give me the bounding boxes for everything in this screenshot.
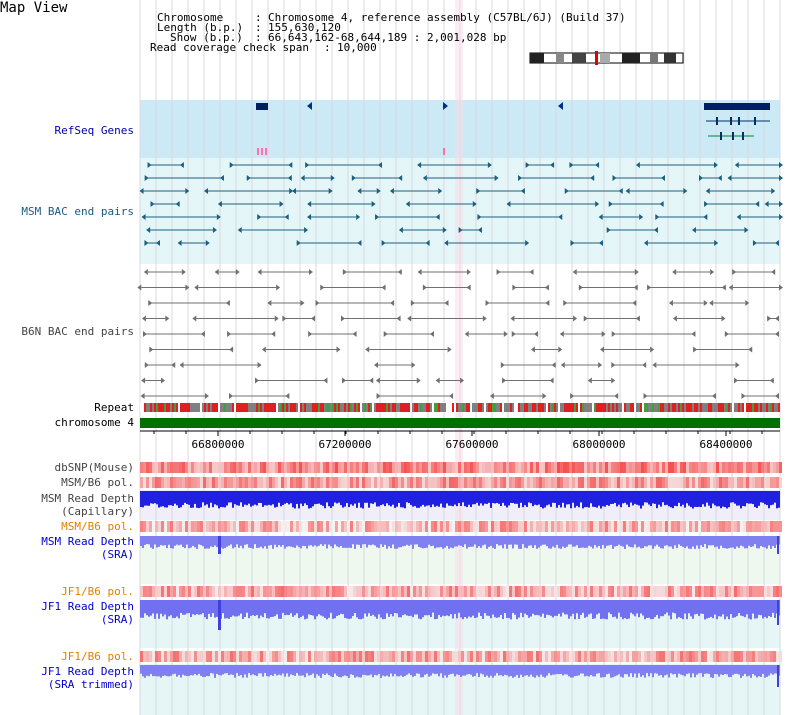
repeat-track[interactable] [140, 403, 780, 412]
msm-depth-capillary-label: MSM Read Depth [41, 492, 134, 505]
msm-b6-pol-label-2: MSM/B6 pol. [61, 520, 134, 533]
show-label: Show (b.p.) [170, 31, 243, 44]
msm-depth-sra-sub: (SRA) [100, 548, 134, 561]
axis-tick-label: 66800000 [191, 438, 245, 451]
chromosome-label: Chromosome [157, 11, 224, 24]
highlight-column [455, 0, 463, 715]
jf1-depth-sra-sub: (SRA) [100, 613, 134, 626]
jf1-depth-trimmed-label: JF1 Read Depth [41, 665, 134, 678]
length-label: Length (b.p.) [157, 21, 244, 34]
refseq-genes[interactable] [256, 102, 770, 155]
chromosome-label-track: chromosome 4 [54, 416, 134, 429]
jf1-b6-pol-label: JF1/B6 pol. [61, 585, 134, 598]
depth-tracks[interactable] [140, 491, 780, 687]
show-value: 66,643,162-68,644,189 : 2,001,028 bp [268, 31, 507, 44]
msm-bac-end-pairs[interactable] [139, 162, 783, 246]
msm-b6-pol-label: MSM/B6 pol. [61, 476, 134, 489]
b6n-bac-end-pairs[interactable] [137, 269, 783, 399]
length-value: 155,630,120 [268, 21, 341, 34]
ideogram-position-marker [595, 51, 598, 65]
axis-tick-label: 67200000 [318, 438, 372, 451]
axis-tick-label: 68000000 [572, 438, 626, 451]
chromosome-ideogram[interactable] [529, 51, 684, 65]
page-title: Map View [0, 0, 68, 16]
msm-depth-sra-label: MSM Read Depth [41, 535, 134, 548]
dbsnp-label: dbSNP(Mouse) [54, 461, 134, 474]
axis-tick-label: 68400000 [699, 438, 753, 451]
chromosome-value: Chromosome 4, reference assembly (C57BL/… [268, 11, 626, 24]
axis-ticks [153, 431, 763, 436]
heat-tracks[interactable] [140, 462, 782, 662]
jf1-depth-trimmed-sub: (SRA trimmed) [47, 678, 134, 691]
coverage-value: 10,000 [337, 41, 377, 54]
refseq-genes-label: RefSeq Genes [54, 124, 134, 137]
jf1-b6-pol-label-2: JF1/B6 pol. [61, 650, 134, 663]
chromosome-bar[interactable] [140, 418, 780, 428]
msm-bac-label: MSM BAC end pairs [21, 205, 134, 218]
msm-depth-capillary-sub: (Capillary) [61, 505, 134, 518]
axis-tick-label: 67600000 [445, 438, 499, 451]
jf1-depth-sra-label: JF1 Read Depth [41, 600, 134, 613]
coverage-label: Read coverage check span [150, 41, 309, 54]
repeat-label: Repeat [94, 401, 134, 414]
b6n-bac-label: B6N BAC end pairs [21, 325, 134, 338]
